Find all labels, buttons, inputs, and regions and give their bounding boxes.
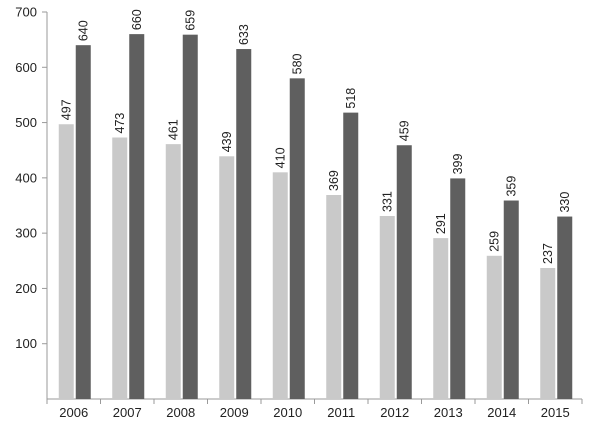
bar — [396, 145, 412, 399]
bar — [129, 34, 145, 399]
y-tick-label: 100 — [15, 336, 37, 351]
bar — [272, 172, 288, 399]
y-tick-label: 400 — [15, 170, 37, 185]
data-label: 640 — [77, 20, 91, 41]
x-tick-label: 2011 — [327, 405, 355, 420]
data-label: 237 — [541, 243, 555, 264]
bar — [540, 267, 556, 399]
bar — [433, 238, 449, 399]
x-axis: 2006 2007 2008 2009 2010 2011 2012 2013 2014 2015 — [46, 399, 583, 420]
data-label: 461 — [167, 119, 181, 140]
x-tick-label: 2012 — [380, 405, 409, 420]
data-label: 359 — [505, 176, 519, 197]
bar — [165, 144, 181, 399]
data-label: 410 — [274, 147, 288, 168]
x-tick-label: 2008 — [166, 405, 195, 420]
bar — [219, 156, 235, 399]
x-tick-label: 2009 — [220, 405, 249, 420]
data-label: 580 — [291, 53, 305, 74]
bar — [58, 124, 74, 399]
bar — [343, 112, 359, 400]
y-axis: 100 200 300 400 500 600 700 — [15, 5, 47, 351]
bars — [58, 34, 573, 400]
data-label: 331 — [381, 191, 395, 212]
data-label: 497 — [60, 99, 74, 120]
data-label: 473 — [113, 113, 127, 134]
bar — [379, 216, 395, 399]
x-tick-label: 2014 — [487, 405, 516, 420]
bar — [236, 49, 252, 399]
bar — [289, 78, 305, 399]
data-label: 633 — [237, 24, 251, 45]
y-tick-label: 500 — [15, 115, 37, 130]
bar — [326, 194, 342, 399]
bar — [486, 255, 502, 399]
x-tick-label: 2010 — [273, 405, 302, 420]
data-label: 330 — [558, 192, 572, 213]
x-tick-label: 2013 — [434, 405, 463, 420]
x-tick-label: 2007 — [113, 405, 142, 420]
data-label: 518 — [344, 88, 358, 109]
data-label: 660 — [130, 9, 144, 30]
y-tick-label: 700 — [15, 5, 37, 20]
bar — [75, 45, 91, 400]
data-label: 369 — [327, 170, 341, 191]
x-tick-label: 2015 — [541, 405, 570, 420]
bar — [557, 216, 573, 399]
data-label: 259 — [488, 231, 502, 252]
y-tick-label: 600 — [15, 60, 37, 75]
data-label: 291 — [434, 213, 448, 234]
data-label: 659 — [184, 10, 198, 31]
bar — [112, 137, 128, 399]
y-tick-label: 200 — [15, 281, 37, 296]
data-label: 459 — [398, 120, 412, 141]
bar — [182, 34, 198, 399]
bar — [503, 200, 519, 399]
y-tick-label: 300 — [15, 226, 37, 241]
data-label: 439 — [220, 131, 234, 152]
data-label: 399 — [451, 154, 465, 175]
bar — [450, 178, 466, 399]
x-tick-label: 2006 — [59, 405, 88, 420]
data-labels: 497 640 473 660 461 659 439 633 410 580 369 518 331 4… — [60, 9, 573, 264]
